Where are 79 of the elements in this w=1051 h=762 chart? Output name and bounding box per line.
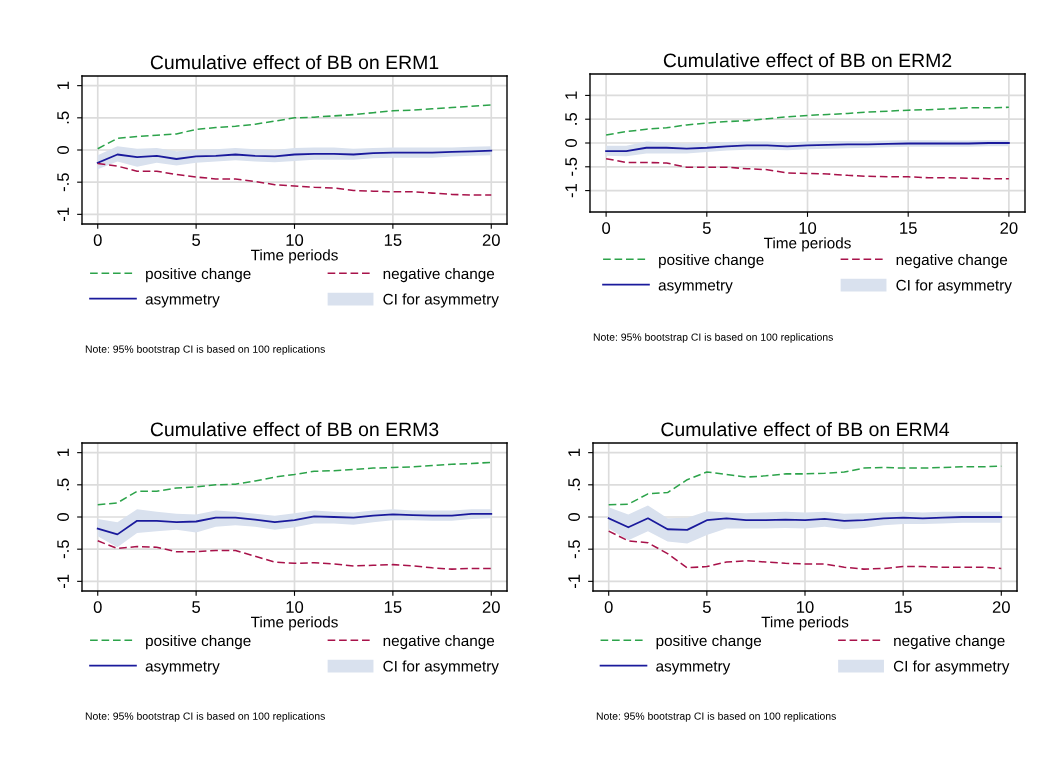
x-tick-label: 10 <box>797 601 814 613</box>
text: Note: 95% bootstrap CI is based on 100 replications <box>85 345 325 355</box>
x-tick-label: 15 <box>900 222 917 234</box>
legend-label: asymmetry <box>145 294 220 308</box>
x-tick-label: 10 <box>799 222 817 234</box>
y-tick-label: -.5 <box>57 540 69 559</box>
x-tick-label: 20 <box>992 601 1010 613</box>
y-tick-label: .5 <box>565 112 577 125</box>
chart-title: Cumulative effect of BB on ERM3 <box>150 421 439 437</box>
legend-label: CI for asymmetry <box>896 279 1012 294</box>
x-axis-title: Time periods <box>250 249 338 264</box>
y-tick-label: -.5 <box>565 157 577 176</box>
x-tick-label: 5 <box>192 234 201 246</box>
legend-label: CI for asymmetry <box>893 660 1010 675</box>
x-tick-label: 5 <box>192 601 201 613</box>
line-series <box>96 162 493 196</box>
line-series <box>96 461 493 506</box>
line-series <box>607 530 1003 570</box>
x-tick-label: 0 <box>93 234 102 246</box>
legend-label: CI for asymmetry <box>383 660 499 675</box>
legend-label: asymmetry <box>658 280 733 294</box>
line-series <box>96 540 493 570</box>
y-tick-label: -.5 <box>57 173 69 192</box>
x-tick-label: 0 <box>93 601 102 613</box>
y-tick-label: -1 <box>57 574 69 589</box>
x-tick-label: 5 <box>702 601 711 613</box>
legend-label: positive change <box>146 634 251 650</box>
line-series <box>605 142 1010 152</box>
x-tick-label: 20 <box>482 234 500 246</box>
y-tick-label: .5 <box>57 478 69 491</box>
x-tick-label: 15 <box>384 601 402 613</box>
y-tick-label: 1 <box>565 91 577 99</box>
legend-label: negative change <box>896 253 1008 269</box>
legend-label: negative change <box>894 634 1005 650</box>
y-tick-label: -1 <box>57 207 69 222</box>
y-tick-label: 0 <box>568 513 580 521</box>
x-tick-label: 5 <box>702 222 711 234</box>
x-tick-label: 20 <box>1000 222 1018 234</box>
y-tick-label: 1 <box>57 448 69 457</box>
x-tick-label: 15 <box>895 601 912 613</box>
x-tick-label: 0 <box>602 222 611 234</box>
line-series <box>605 157 1010 180</box>
legend-label: negative change <box>383 267 495 283</box>
y-tick-label: 0 <box>565 139 577 147</box>
line-series <box>607 516 1003 531</box>
line-series <box>96 104 493 150</box>
line-series <box>96 149 493 164</box>
x-tick-label: 0 <box>604 601 613 613</box>
y-tick-label: -.5 <box>568 540 580 559</box>
chart-title: Cumulative effect of BB on ERM4 <box>661 421 950 437</box>
x-tick-label: 10 <box>286 234 304 246</box>
x-axis-title: Time periods <box>761 616 849 631</box>
text: Note: 95% bootstrap CI is based on 100 replications <box>593 333 833 343</box>
legend-label: asymmetry <box>656 661 731 675</box>
line-series <box>96 512 493 536</box>
y-tick-label: .5 <box>57 111 69 124</box>
y-tick-label: 0 <box>57 513 69 521</box>
chart-title: Cumulative effect of BB on ERM1 <box>150 54 439 70</box>
legend-label: negative change <box>383 634 495 650</box>
legend-label: positive change <box>146 267 251 283</box>
legend-label: positive change <box>659 253 764 269</box>
text: Note: 95% bootstrap CI is based on 100 replications <box>85 712 325 722</box>
x-tick-label: 10 <box>286 601 304 613</box>
y-tick-label: -1 <box>568 574 580 589</box>
y-tick-label: .5 <box>568 478 580 491</box>
x-axis-title: Time periods <box>763 237 851 252</box>
y-tick-label: 1 <box>568 448 580 457</box>
x-axis-title: Time periods <box>250 616 338 631</box>
x-tick-label: 15 <box>384 234 402 246</box>
legend-label: CI for asymmetry <box>383 293 499 308</box>
chart-title: Cumulative effect of BB on ERM2 <box>663 52 952 68</box>
text: Note: 95% bootstrap CI is based on 100 replications <box>596 712 836 722</box>
line-series <box>605 106 1010 136</box>
y-tick-label: -1 <box>565 183 577 198</box>
legend-label: asymmetry <box>145 661 220 675</box>
y-tick-label: 0 <box>57 146 69 154</box>
x-tick-label: 20 <box>482 601 500 613</box>
legend-label: positive change <box>656 634 762 650</box>
y-tick-label: 1 <box>57 81 69 90</box>
